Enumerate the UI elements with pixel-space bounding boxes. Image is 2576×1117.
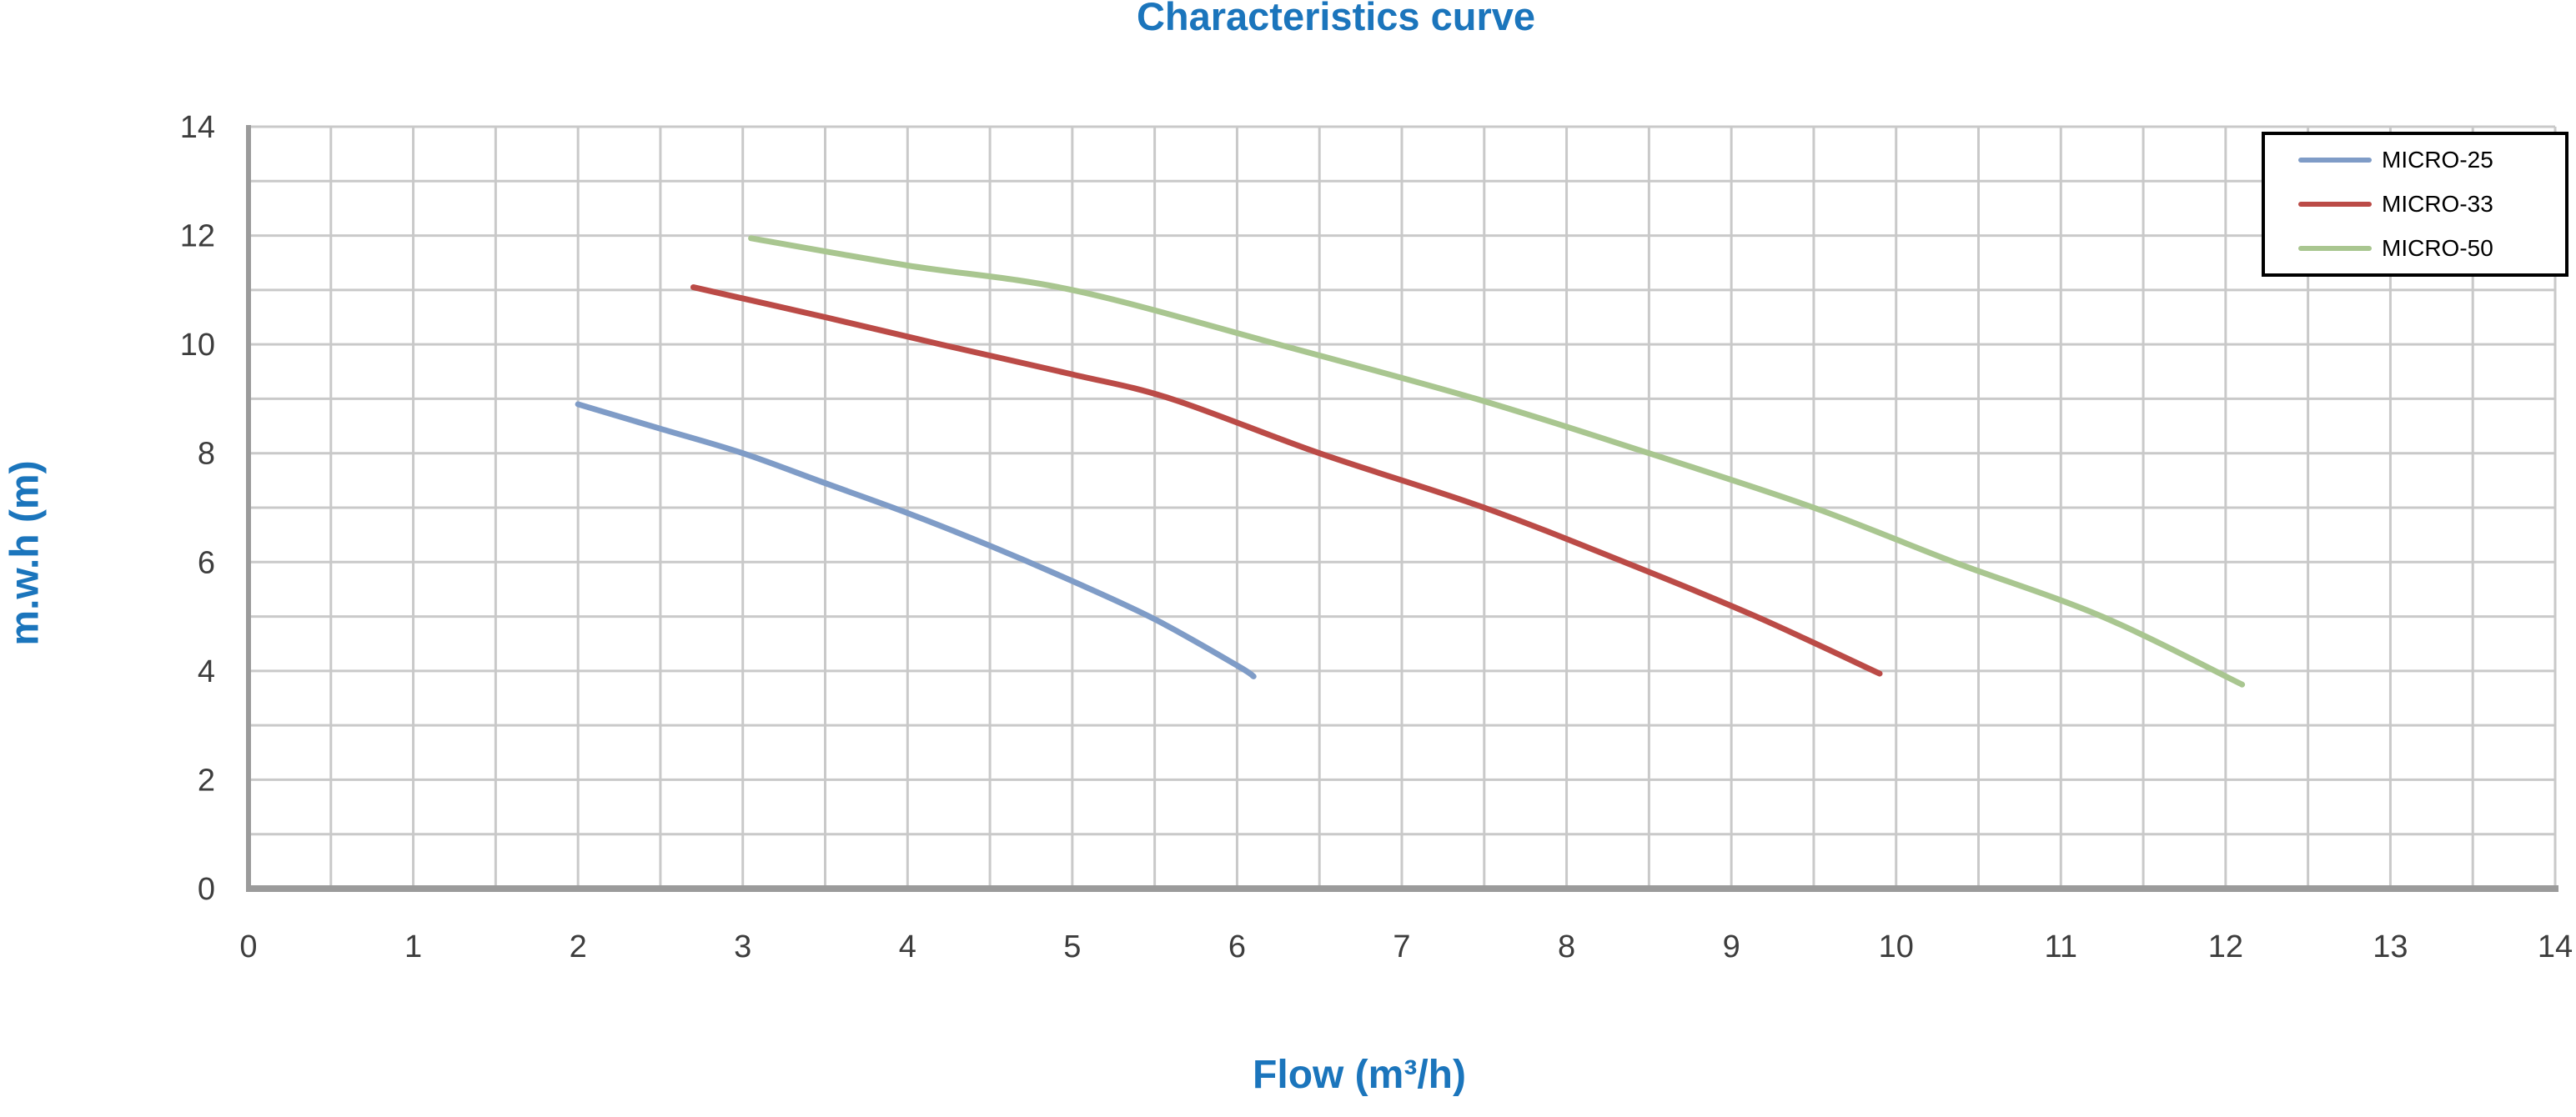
y-tick-label: 2 xyxy=(198,763,215,798)
y-tick-label: 14 xyxy=(180,110,215,145)
x-tick-label: 8 xyxy=(1558,929,1575,964)
series-line-micro-33 xyxy=(690,284,1883,677)
x-tick-label: 6 xyxy=(1228,929,1246,964)
y-tick-label: 8 xyxy=(198,437,215,472)
series-line-micro-25 xyxy=(575,401,1257,679)
y-tick-label: 4 xyxy=(198,654,215,689)
y-tick-label: 12 xyxy=(180,219,215,254)
x-tick-label: 3 xyxy=(734,929,751,964)
legend-label-micro-33: MICRO-33 xyxy=(2382,190,2493,217)
legend: MICRO-25 MICRO-33 MICRO-50 xyxy=(2262,132,2568,277)
y-tick-label: 6 xyxy=(198,545,215,580)
x-tick-label: 0 xyxy=(239,929,257,964)
x-axis-title: Flow (m³/h) xyxy=(1253,1053,1466,1097)
x-tick-label: 14 xyxy=(2538,929,2573,964)
legend-item-micro-25: MICRO-25 xyxy=(2265,148,2565,172)
micro-50-line-swatch xyxy=(2298,245,2372,251)
x-tick-label: 1 xyxy=(404,929,422,964)
y-tick-label: 0 xyxy=(198,872,215,907)
x-tick-label: 10 xyxy=(1879,929,1914,964)
x-tick-label: 2 xyxy=(570,929,587,964)
chart-title: Characteristics curve xyxy=(1136,0,1536,38)
legend-item-micro-33: MICRO-33 xyxy=(2265,190,2565,217)
x-tick-label: 13 xyxy=(2373,929,2408,964)
legend-label-micro-25: MICRO-25 xyxy=(2382,147,2493,173)
x-tick-label: 7 xyxy=(1393,929,1410,964)
x-tick-label: 11 xyxy=(2045,929,2077,964)
micro-33-line-swatch xyxy=(2298,201,2372,207)
micro-25-line-swatch xyxy=(2298,158,2372,163)
x-tick-label: 12 xyxy=(2208,929,2243,964)
legend-item-micro-50: MICRO-50 xyxy=(2265,234,2565,261)
y-tick-label: 10 xyxy=(180,328,215,363)
x-tick-label: 9 xyxy=(1723,929,1740,964)
x-tick-label: 4 xyxy=(899,929,916,964)
x-tick-label: 5 xyxy=(1063,929,1081,964)
legend-label-micro-50: MICRO-50 xyxy=(2382,234,2493,261)
series-line-micro-50 xyxy=(748,235,2246,688)
